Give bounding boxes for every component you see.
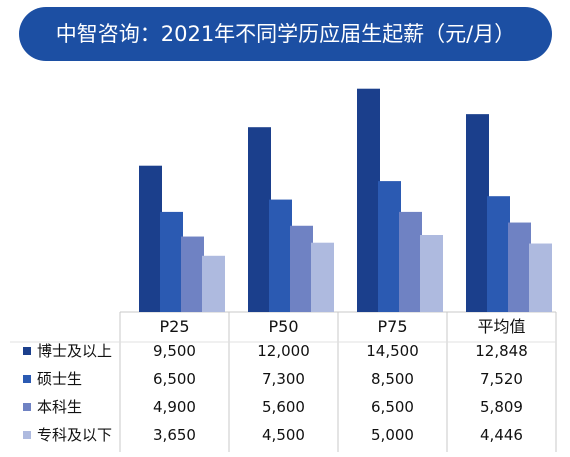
x-tick-label: P50 [268, 317, 298, 336]
data-label: 3,650 [153, 426, 196, 444]
x-tick-label: 平均值 [477, 317, 525, 336]
data-label: 7,520 [480, 370, 523, 388]
data-label: 12,000 [257, 342, 310, 360]
data-label: 5,000 [371, 426, 414, 444]
chart-title: 中智咨询：2021年不同学历应届生起薪（元/月） [19, 7, 552, 61]
bar-1-2 [290, 225, 313, 312]
legend-swatch [23, 347, 31, 355]
data-label: 14,500 [366, 342, 419, 360]
data-label: 7,300 [262, 370, 305, 388]
data-label: 6,500 [371, 398, 414, 416]
x-tick-label: P75 [377, 317, 407, 336]
bar-3-1 [487, 196, 510, 312]
bar-2-2 [399, 211, 422, 312]
legend-label: 专科及以下 [37, 426, 112, 444]
data-label: 5,809 [480, 398, 523, 416]
bar-2-3 [420, 235, 443, 312]
legend-label: 硕士生 [37, 370, 82, 388]
legend-label: 本科生 [37, 398, 82, 416]
bar-0-0 [139, 165, 162, 312]
data-label: 9,500 [153, 342, 196, 360]
data-label: 8,500 [371, 370, 414, 388]
data-label: 4,500 [262, 426, 305, 444]
bar-0-1 [160, 211, 183, 312]
legend-swatch [23, 403, 31, 411]
x-tick-label: P25 [159, 317, 189, 336]
bar-2-0 [357, 88, 380, 312]
bar-1-1 [269, 199, 292, 312]
bar-2-1 [378, 181, 401, 312]
bar-0-3 [202, 255, 225, 312]
data-label: 4,446 [480, 426, 523, 444]
bar-1-3 [311, 242, 334, 312]
bar-3-3 [529, 243, 552, 312]
bar-3-0 [466, 114, 489, 312]
bar-0-2 [181, 236, 204, 312]
data-label: 4,900 [153, 398, 196, 416]
bar-3-2 [508, 222, 531, 312]
legend-swatch [23, 375, 31, 383]
data-label: 5,600 [262, 398, 305, 416]
legend-label: 博士及以上 [37, 342, 112, 360]
data-label: 12,848 [475, 342, 528, 360]
bar-1-0 [248, 127, 271, 312]
data-label: 6,500 [153, 370, 196, 388]
legend-swatch [23, 431, 31, 439]
